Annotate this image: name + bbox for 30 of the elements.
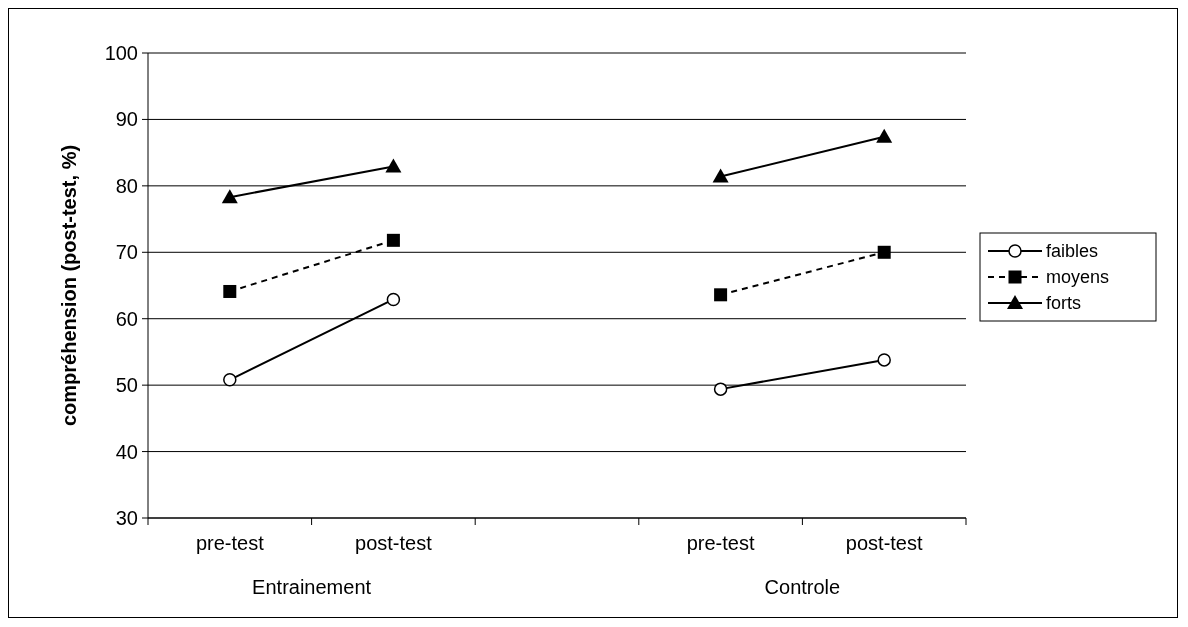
- y-tick-label: 80: [115, 174, 138, 197]
- y-tick-label: 90: [115, 108, 138, 131]
- point: [712, 168, 729, 183]
- point: [714, 288, 728, 302]
- x-tick-label: post-test: [355, 532, 433, 554]
- x-tick-label: post-test: [845, 532, 923, 554]
- point: [223, 284, 237, 298]
- point: [876, 128, 893, 143]
- point: [221, 189, 238, 204]
- legend-label: forts: [1046, 293, 1082, 313]
- text: Controle: [764, 576, 841, 598]
- point: [385, 158, 402, 173]
- legend-label: moyens: [1046, 267, 1110, 287]
- x-tick-label: pre-test: [686, 532, 755, 554]
- y-axis-title: compréhension (post-test, %): [58, 144, 80, 427]
- point: [877, 353, 891, 367]
- point: [877, 245, 891, 259]
- y-tick-label: 30: [115, 507, 138, 529]
- text: Entrainement: [252, 576, 372, 598]
- point: [713, 382, 728, 396]
- y-tick-label: 100: [104, 42, 138, 64]
- y-tick-label: 70: [115, 241, 138, 264]
- legend-label: faibles: [1046, 241, 1099, 261]
- y-tick-label: 40: [115, 440, 138, 463]
- point: [223, 373, 237, 387]
- point: [386, 233, 400, 247]
- point: [386, 292, 401, 307]
- y-tick-label: 50: [115, 374, 138, 397]
- x-tick-label: pre-test: [195, 532, 265, 554]
- y-tick-label: 60: [115, 307, 138, 330]
